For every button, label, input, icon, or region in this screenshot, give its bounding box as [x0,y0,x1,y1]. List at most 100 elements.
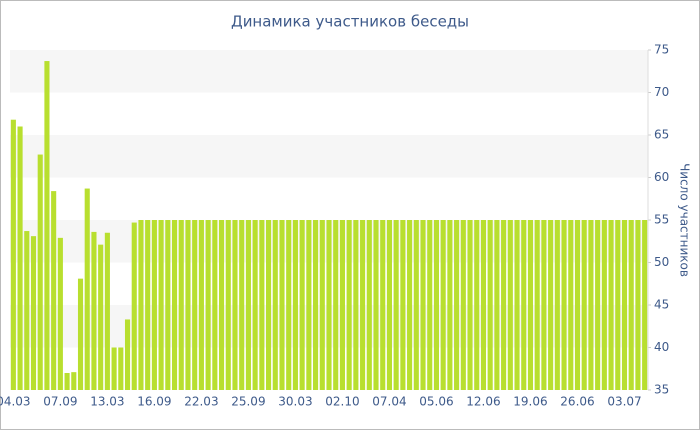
bar [24,231,30,390]
x-tick-label: 07.04 [372,395,406,409]
bar [51,191,57,390]
bar [252,220,258,390]
x-tick-label: 19.06 [513,395,547,409]
bar [319,220,325,390]
bar [534,220,540,390]
bar [98,244,104,390]
bar [272,220,278,390]
bar [118,347,124,390]
x-tick-label: 13.03 [90,395,124,409]
bar [292,220,298,390]
bar [393,220,399,390]
bar [635,220,641,390]
bar [447,220,453,390]
y-tick-label: 40 [654,340,669,354]
bar [198,220,204,390]
bar [151,220,157,390]
bar [568,220,574,390]
bar [615,220,621,390]
bar [44,61,50,391]
bar [232,220,238,390]
bar [192,220,198,390]
bar [225,220,231,390]
bar [145,220,151,390]
bar [171,220,178,390]
bar [527,220,534,390]
bar [386,220,392,390]
bar [346,220,352,390]
bar [628,220,634,390]
bar [165,220,171,390]
bar [554,220,560,390]
bar [548,220,554,390]
bar [380,220,386,390]
bar [91,231,97,390]
bar [286,220,292,390]
x-tick-label: 16.09 [137,395,171,409]
bar [353,220,359,390]
bar [400,220,406,390]
y-tick-label: 55 [654,213,669,227]
x-tick-label: 07.09 [43,395,77,409]
x-tick-label: 03.07 [607,395,641,409]
chart-title: Динамика участников беседы [231,13,469,31]
bar [158,220,164,390]
bar [218,220,225,390]
bar [420,220,426,390]
bar [588,220,594,390]
bar [487,220,493,390]
bar [104,232,110,390]
y-tick-label: 45 [654,298,669,312]
y-tick-label: 70 [654,85,669,99]
bar [621,220,628,390]
bar [501,220,507,390]
bar [642,220,648,390]
bar [266,220,272,390]
bar [205,220,211,390]
bar [131,222,137,390]
bar [124,319,131,390]
bar [212,220,218,390]
bar [306,220,312,390]
bar [185,220,191,390]
bar [17,126,23,390]
bar [279,220,285,390]
bar [360,220,366,390]
bar [474,220,480,390]
bar [561,220,567,390]
bar [494,220,500,390]
bar [427,220,433,390]
bar [138,220,144,390]
y-axis-label: Число участников [678,163,692,277]
x-tick-label: 12.06 [466,395,500,409]
bar [440,220,446,390]
bar [595,220,601,390]
bar [601,220,607,390]
bar [460,220,466,390]
bar [407,220,413,390]
bar [608,220,614,390]
bar [507,220,513,390]
x-tick-label: 25.09 [231,395,265,409]
bar [77,278,84,390]
bar [326,220,332,390]
grid-band [10,135,648,178]
bar [581,220,587,390]
bar [111,347,117,390]
bar [433,220,440,390]
x-tick-label: 02.10 [325,395,359,409]
bar [245,220,251,390]
bar [521,220,527,390]
x-tick-label: 30.03 [278,395,312,409]
bar [467,220,473,390]
bar [71,372,77,390]
bar [239,220,245,390]
x-tick-label: 26.06 [560,395,594,409]
bar [333,220,339,390]
bar [37,154,43,390]
bar [541,220,547,390]
bar [454,220,460,390]
bar [339,220,345,390]
bar [30,236,37,390]
